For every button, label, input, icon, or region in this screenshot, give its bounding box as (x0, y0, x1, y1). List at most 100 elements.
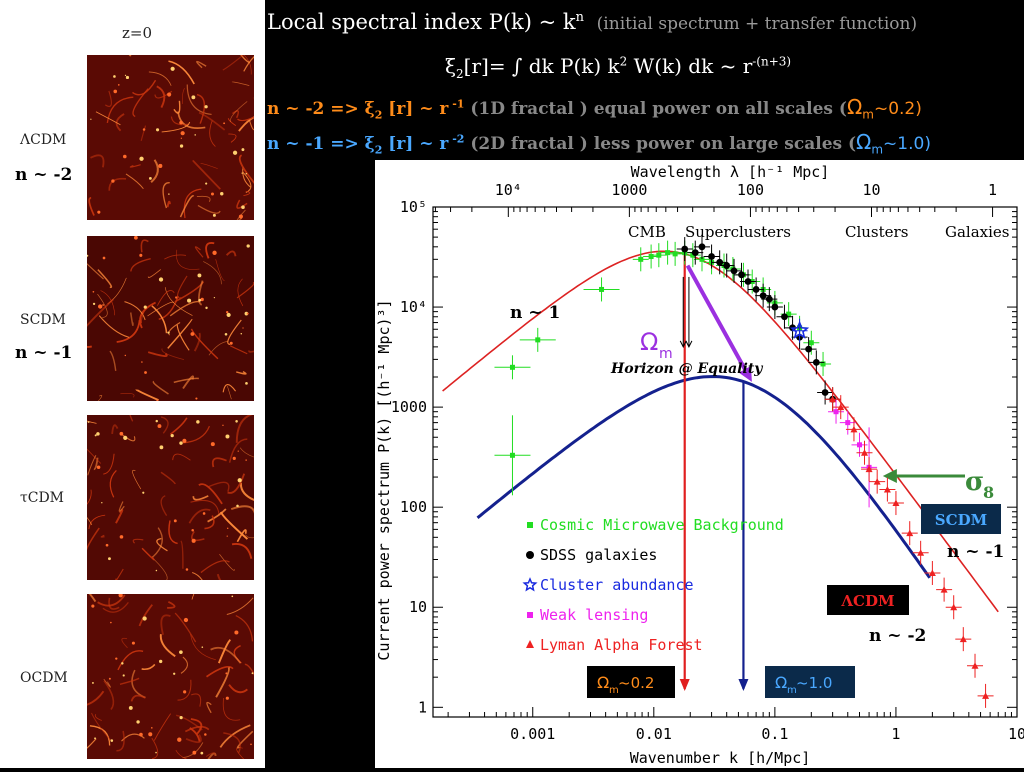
halo-dot (168, 193, 169, 194)
cmb-point (599, 287, 604, 292)
line4-m: m (871, 142, 883, 156)
legend-marker (527, 612, 533, 618)
halo-dot (142, 492, 144, 494)
halo-dot (200, 752, 203, 755)
halo-dot (102, 304, 104, 306)
halo-dot (191, 529, 194, 532)
halo-dot (156, 420, 158, 422)
line3-a: n ~ -2 => ξ (267, 99, 375, 119)
halo-dot (101, 502, 102, 503)
halo-dot (247, 244, 250, 247)
halo-dot (94, 737, 96, 739)
halo-dot (198, 299, 201, 302)
line3-c: (1D fractal ) equal power on all scales … (464, 99, 847, 119)
x-tick-label: 1 (891, 725, 900, 743)
halo-dot (159, 277, 163, 281)
ocdm-sim-image (87, 594, 254, 759)
x-tick-label: 0.001 (510, 725, 555, 743)
top-tick-label: 1 (988, 181, 997, 199)
halo-dot (111, 179, 114, 182)
omega-10-arrow-head (738, 679, 748, 691)
halo-dot (143, 616, 147, 620)
halo-dot (239, 214, 243, 218)
halo-dot (126, 76, 129, 79)
tcdm-sim-graphic (87, 415, 254, 580)
sdss-point (813, 359, 820, 366)
sim-label-ocdm: OCDM (20, 670, 68, 686)
halo-dot (91, 605, 94, 608)
y-tick-label: 10⁴ (400, 298, 427, 316)
line4-b: [r] ~ r (382, 134, 448, 154)
sdss-point (692, 249, 699, 256)
halo-dot (125, 75, 126, 76)
halo-dot (109, 678, 111, 680)
line4-sup: -2 (448, 132, 464, 145)
y-tick-label: 10⁵ (400, 198, 427, 216)
line3-om: Ω (847, 95, 862, 119)
omega-m-sub: m (659, 346, 673, 362)
halo-dot (93, 291, 95, 293)
halo-dot (191, 95, 195, 99)
halo-dot (196, 420, 199, 423)
halo-dot (181, 138, 182, 139)
halo-dot (103, 257, 106, 260)
region-label-cmb: CMB (628, 223, 666, 241)
line4-d: ~1.0) (883, 134, 931, 154)
halo-dot (113, 90, 117, 94)
sdss-point (745, 278, 752, 285)
bottom-axis-title: Wavenumber k [h/Mpc] (630, 749, 811, 767)
halo-dot (177, 738, 181, 742)
halo-dot (231, 596, 233, 598)
halo-dot (136, 720, 139, 723)
halo-dot (180, 716, 183, 719)
top-tick-label: 10⁴ (495, 181, 522, 199)
om10-symbol: Ω (775, 673, 787, 692)
horizon-arrow (688, 266, 748, 375)
cmb-point (809, 340, 814, 345)
halo-dot (144, 371, 147, 374)
halo-dot (225, 435, 229, 439)
halo-dot (233, 151, 237, 155)
halo-dot (134, 236, 138, 240)
n-label-lcdm: n ~ -2 (15, 165, 72, 185)
halo-dot (93, 303, 95, 305)
line2-sub: 2 (456, 67, 464, 81)
line3-b: [r] ~ r (382, 99, 448, 119)
header-line-4: n ~ -1 => ξ2 [r] ~ r -2 (2D fractal ) le… (267, 130, 931, 156)
scdm-sim-graphic (87, 236, 254, 401)
sdss-point (760, 292, 767, 299)
halo-dot (90, 119, 91, 120)
halo-dot (241, 148, 244, 151)
halo-dot (113, 75, 116, 78)
y-tick-label: 100 (400, 498, 427, 516)
halo-dot (205, 183, 207, 185)
lcdm-sim-image (87, 55, 254, 220)
halo-dot (205, 307, 207, 309)
halo-dot (235, 420, 238, 423)
horizon-label: Horizon @ Equality (610, 361, 763, 377)
halo-dot (241, 172, 242, 173)
halo-dot (197, 273, 201, 277)
halo-dot (174, 519, 177, 522)
halo-dot (226, 697, 229, 700)
sdss-point (781, 313, 788, 320)
halo-dot (245, 459, 246, 460)
halo-dot (241, 205, 245, 209)
halo-dot (115, 657, 117, 659)
sdss-point (716, 259, 723, 266)
halo-dot (149, 177, 152, 180)
sdss-point (708, 253, 715, 260)
halo-dot (225, 672, 227, 674)
halo-dot (230, 342, 233, 345)
line2-b: [r]= ∫ dk P(k) k (464, 54, 620, 78)
cmb-point (510, 365, 515, 370)
plot-border (433, 207, 1017, 717)
halo-dot (180, 144, 183, 147)
lcdm-box-label: ΛCDM (840, 592, 894, 610)
legend-label: Cosmic Microwave Background (540, 516, 784, 534)
halo-dot (121, 662, 123, 664)
power-spectrum-chart: Wavelength λ [h⁻¹ Mpc] Wavenumber k [h/M… (375, 160, 1024, 768)
halo-dot (179, 121, 183, 125)
halo-dot (184, 618, 188, 622)
